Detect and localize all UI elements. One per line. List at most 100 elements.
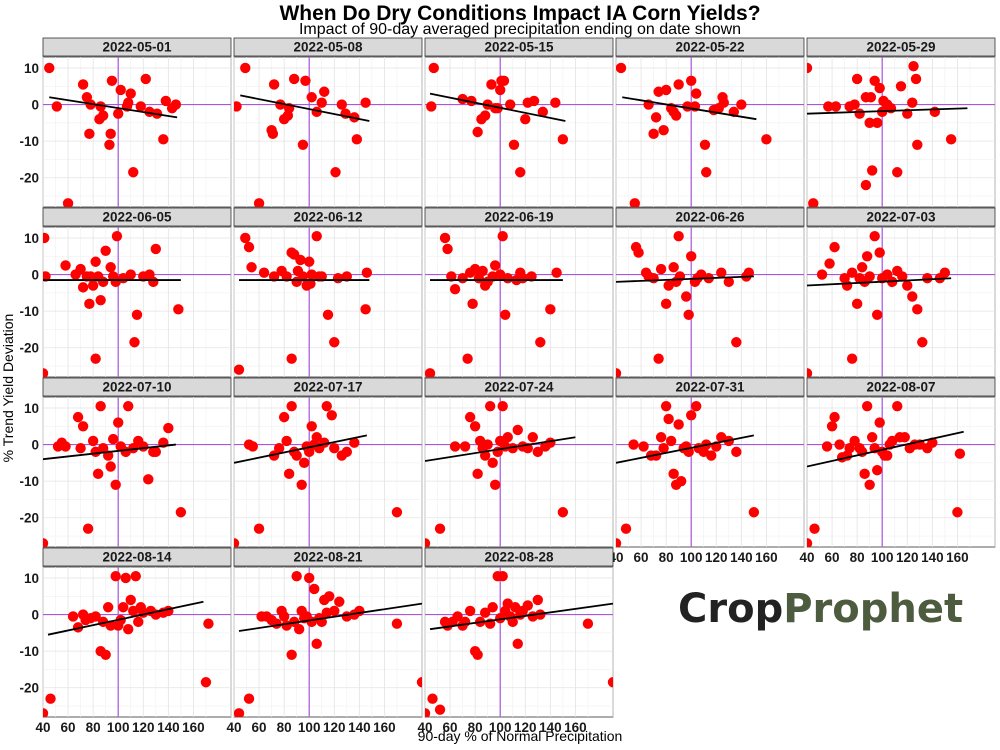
- data-point: [291, 450, 302, 461]
- data-point: [808, 198, 819, 207]
- data-point: [807, 368, 813, 377]
- trend-line: [47, 600, 204, 636]
- data-point: [851, 298, 863, 310]
- data-point: [479, 450, 491, 461]
- data-point: [304, 256, 315, 267]
- panel-background: [806, 396, 996, 548]
- data-point: [655, 263, 667, 275]
- trend-line: [622, 96, 757, 121]
- data-point: [527, 432, 538, 443]
- x-tick-label: 40: [226, 720, 241, 735]
- data-point: [300, 75, 311, 86]
- data-point: [330, 167, 341, 178]
- data-point: [670, 110, 682, 121]
- data-point: [472, 126, 483, 138]
- data-point: [321, 400, 332, 412]
- data-point: [77, 421, 89, 432]
- panel-points: [807, 400, 966, 547]
- data-point: [85, 271, 96, 282]
- data-point: [452, 611, 463, 622]
- data-point: [426, 101, 437, 112]
- facet-strip: [42, 547, 232, 567]
- data-point: [84, 298, 95, 310]
- x-tick-label: 100: [107, 720, 130, 735]
- data-point: [477, 265, 488, 277]
- data-point: [466, 95, 477, 107]
- x-tick-label: 80: [468, 720, 483, 735]
- data-point: [660, 298, 672, 310]
- data-point: [105, 461, 116, 472]
- data-point: [526, 271, 537, 282]
- y-tick-label: 0: [31, 268, 39, 283]
- data-point: [668, 468, 679, 480]
- data-point: [557, 507, 569, 518]
- data-point: [360, 97, 371, 108]
- data-point: [929, 106, 941, 118]
- data-point: [699, 139, 711, 151]
- data-point: [939, 267, 951, 278]
- facet-strip: [233, 37, 423, 57]
- data-point: [686, 75, 697, 86]
- data-point: [283, 468, 295, 480]
- data-point: [912, 304, 923, 315]
- data-point: [462, 353, 473, 364]
- data-point: [306, 92, 317, 103]
- data-point: [125, 88, 136, 99]
- facet-label: 2022-08-21: [293, 550, 363, 565]
- data-point: [807, 538, 813, 547]
- data-point: [535, 337, 546, 348]
- data-point: [864, 479, 875, 491]
- trend-line: [616, 434, 755, 464]
- data-point: [60, 260, 71, 271]
- data-point: [304, 446, 315, 458]
- x-tick-label: 120: [323, 720, 346, 735]
- data-point: [97, 110, 109, 121]
- y-tick-label: -10: [19, 644, 39, 659]
- data-point: [464, 411, 476, 423]
- data-point: [434, 523, 446, 534]
- data-point: [648, 273, 659, 284]
- data-point: [824, 258, 835, 269]
- data-point: [716, 267, 727, 278]
- x-tick-label: 140: [730, 550, 753, 565]
- data-point: [899, 432, 910, 443]
- data-point: [150, 243, 161, 255]
- data-point: [908, 60, 919, 72]
- y-tick-label: -20: [19, 681, 39, 696]
- data-point: [507, 443, 518, 454]
- data-point: [869, 230, 880, 242]
- data-point: [105, 128, 116, 140]
- data-point: [150, 446, 161, 458]
- data-point: [246, 262, 257, 273]
- data-point: [110, 479, 121, 491]
- data-point: [830, 101, 842, 112]
- data-point: [633, 247, 644, 258]
- facet-label: 2022-06-19: [484, 210, 553, 225]
- x-tick-label: 140: [539, 720, 562, 735]
- data-point: [479, 607, 491, 618]
- panel-background: [233, 226, 423, 378]
- facet-label: 2022-05-29: [866, 40, 935, 55]
- data-point: [859, 468, 870, 480]
- x-tick-label: 80: [277, 720, 292, 735]
- x-tick-label: 160: [755, 550, 778, 565]
- data-point: [288, 73, 300, 85]
- data-point: [731, 446, 742, 458]
- data-point: [489, 479, 501, 491]
- facet-strip: [424, 547, 614, 567]
- x-tick-label: 100: [680, 550, 703, 565]
- data-point: [75, 443, 86, 454]
- data-point: [829, 411, 840, 423]
- data-point: [203, 618, 214, 629]
- data-point: [173, 304, 184, 315]
- data-point: [428, 62, 439, 74]
- data-point: [329, 443, 340, 454]
- panel-points: [234, 570, 422, 717]
- data-point: [545, 437, 556, 448]
- data-point: [507, 616, 518, 628]
- y-tick-label: 0: [31, 608, 39, 623]
- data-point: [44, 62, 55, 74]
- panel-points: [425, 400, 576, 547]
